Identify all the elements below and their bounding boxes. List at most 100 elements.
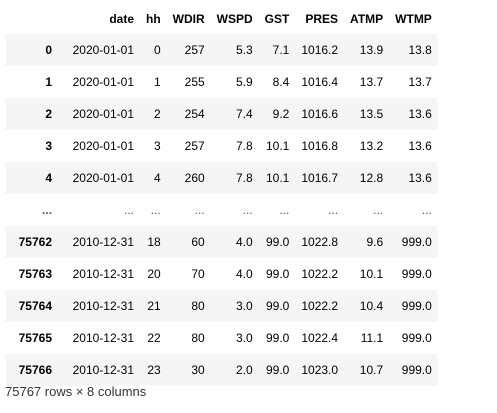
cell-gst: 99.0 — [258, 258, 296, 290]
cell-wdir: 60 — [166, 226, 211, 258]
cell-wtmp: 13.8 — [389, 34, 438, 66]
cell-wtmp: 999.0 — [389, 322, 438, 354]
cell-wspd: 5.9 — [210, 66, 259, 98]
cell-hh: 1 — [140, 66, 167, 98]
cell-wspd: 7.4 — [210, 98, 259, 130]
cell-wspd: 3.0 — [210, 322, 259, 354]
cell-hh: 21 — [140, 290, 167, 322]
row-index: ... — [6, 194, 58, 226]
row-index: 75762 — [6, 226, 58, 258]
cell-date: 2010-12-31 — [58, 258, 140, 290]
cell-wtmp: 13.7 — [389, 66, 438, 98]
cell-pres: 1022.2 — [295, 290, 345, 322]
row-index: 2 — [6, 98, 58, 130]
cell-gst: 99.0 — [258, 290, 296, 322]
table-row: 4 2020-01-01 4 260 7.8 10.1 1016.7 12.8 … — [6, 162, 438, 194]
cell-date: 2020-01-01 — [58, 130, 140, 162]
row-index: 75764 — [6, 290, 58, 322]
table-row: 75762 2010-12-31 18 60 4.0 99.0 1022.8 9… — [6, 226, 438, 258]
cell-date: 2010-12-31 — [58, 322, 140, 354]
cell-atmp: 10.1 — [344, 258, 390, 290]
cell-date: 2020-01-01 — [58, 66, 140, 98]
cell-date: 2020-01-01 — [58, 34, 140, 66]
cell-atmp: 13.2 — [344, 130, 390, 162]
column-header-wtmp: WTMP — [395, 12, 432, 26]
cell-atmp: 13.5 — [344, 98, 390, 130]
cell-wdir: 70 — [166, 258, 211, 290]
cell-wtmp: 999.0 — [389, 290, 438, 322]
table-row: 75764 2010-12-31 21 80 3.0 99.0 1022.2 1… — [6, 290, 438, 322]
cell-wspd: 3.0 — [210, 290, 259, 322]
cell-atmp: 10.7 — [344, 354, 390, 386]
cell-hh: 0 — [140, 34, 167, 66]
row-index: 75765 — [6, 322, 58, 354]
cell-hh: 4 — [140, 162, 167, 194]
ellipsis-row: ... ... ... ... ... ... ... ... ... — [6, 194, 438, 226]
cell-wtmp: 999.0 — [389, 226, 438, 258]
cell-wspd: 4.0 — [210, 258, 259, 290]
table-row: 1 2020-01-01 1 255 5.9 8.4 1016.4 13.7 1… — [6, 66, 438, 98]
cell-wdir: 260 — [166, 162, 211, 194]
cell-gst: 8.4 — [258, 66, 296, 98]
cell-wdir: ... — [166, 194, 211, 226]
cell-gst: 7.1 — [258, 34, 296, 66]
cell-wdir: 254 — [166, 98, 211, 130]
cell-pres: 1016.6 — [295, 98, 345, 130]
cell-gst: ... — [258, 194, 296, 226]
row-index: 1 — [6, 66, 58, 98]
dataframe-shape-summary: 75767 rows × 8 columns — [5, 384, 147, 399]
row-index: 75766 — [6, 354, 58, 386]
index-header — [6, 4, 58, 34]
table-row: 75763 2010-12-31 20 70 4.0 99.0 1022.2 1… — [6, 258, 438, 290]
cell-wdir: 257 — [166, 130, 211, 162]
cell-atmp: 13.7 — [344, 66, 390, 98]
cell-gst: 99.0 — [258, 322, 296, 354]
cell-pres: 1023.0 — [295, 354, 345, 386]
column-header-gst: GST — [264, 12, 290, 26]
cell-atmp: ... — [344, 194, 390, 226]
cell-wtmp: 13.6 — [389, 162, 438, 194]
cell-wtmp: 999.0 — [389, 354, 438, 386]
cell-hh: 3 — [140, 130, 167, 162]
cell-pres: 1022.8 — [295, 226, 345, 258]
cell-date: 2010-12-31 — [58, 354, 140, 386]
table-row: 75765 2010-12-31 22 80 3.0 99.0 1022.4 1… — [6, 322, 438, 354]
cell-pres: 1016.2 — [295, 34, 345, 66]
header-row: date hh WDIR WSPD GST PRES ATMP WTMP — [6, 4, 438, 34]
cell-date: 2020-01-01 — [58, 162, 140, 194]
cell-wdir: 80 — [166, 322, 211, 354]
cell-date: 2010-12-31 — [58, 290, 140, 322]
cell-wspd: 7.8 — [210, 130, 259, 162]
cell-wspd: 7.8 — [210, 162, 259, 194]
cell-pres: 1016.4 — [295, 66, 345, 98]
cell-hh: 18 — [140, 226, 167, 258]
cell-date: 2010-12-31 — [58, 226, 140, 258]
cell-pres: 1022.2 — [295, 258, 345, 290]
cell-wdir: 30 — [166, 354, 211, 386]
row-index: 0 — [6, 34, 58, 66]
cell-gst: 10.1 — [258, 130, 296, 162]
cell-wtmp: ... — [389, 194, 438, 226]
table-row: 3 2020-01-01 3 257 7.8 10.1 1016.8 13.2 … — [6, 130, 438, 162]
cell-wspd: ... — [210, 194, 259, 226]
cell-hh: 22 — [140, 322, 167, 354]
cell-date: 2020-01-01 — [58, 98, 140, 130]
cell-atmp: 9.6 — [344, 226, 390, 258]
cell-wspd: 2.0 — [210, 354, 259, 386]
cell-hh: 2 — [140, 98, 167, 130]
cell-hh: 20 — [140, 258, 167, 290]
cell-atmp: 12.8 — [344, 162, 390, 194]
column-header-pres: PRES — [305, 12, 339, 26]
cell-wdir: 257 — [166, 34, 211, 66]
cell-wspd: 5.3 — [210, 34, 259, 66]
column-header-wspd: WSPD — [216, 12, 253, 26]
cell-wspd: 4.0 — [210, 226, 259, 258]
table-row: 75766 2010-12-31 23 30 2.0 99.0 1023.0 1… — [6, 354, 438, 386]
cell-wtmp: 13.6 — [389, 98, 438, 130]
dataframe-output: date hh WDIR WSPD GST PRES ATMP WTMP 0 2… — [6, 4, 438, 386]
cell-pres: 1016.7 — [295, 162, 345, 194]
cell-gst: 99.0 — [258, 226, 296, 258]
table-row: 0 2020-01-01 0 257 5.3 7.1 1016.2 13.9 1… — [6, 34, 438, 66]
cell-hh: ... — [140, 194, 167, 226]
cell-date: ... — [58, 194, 140, 226]
